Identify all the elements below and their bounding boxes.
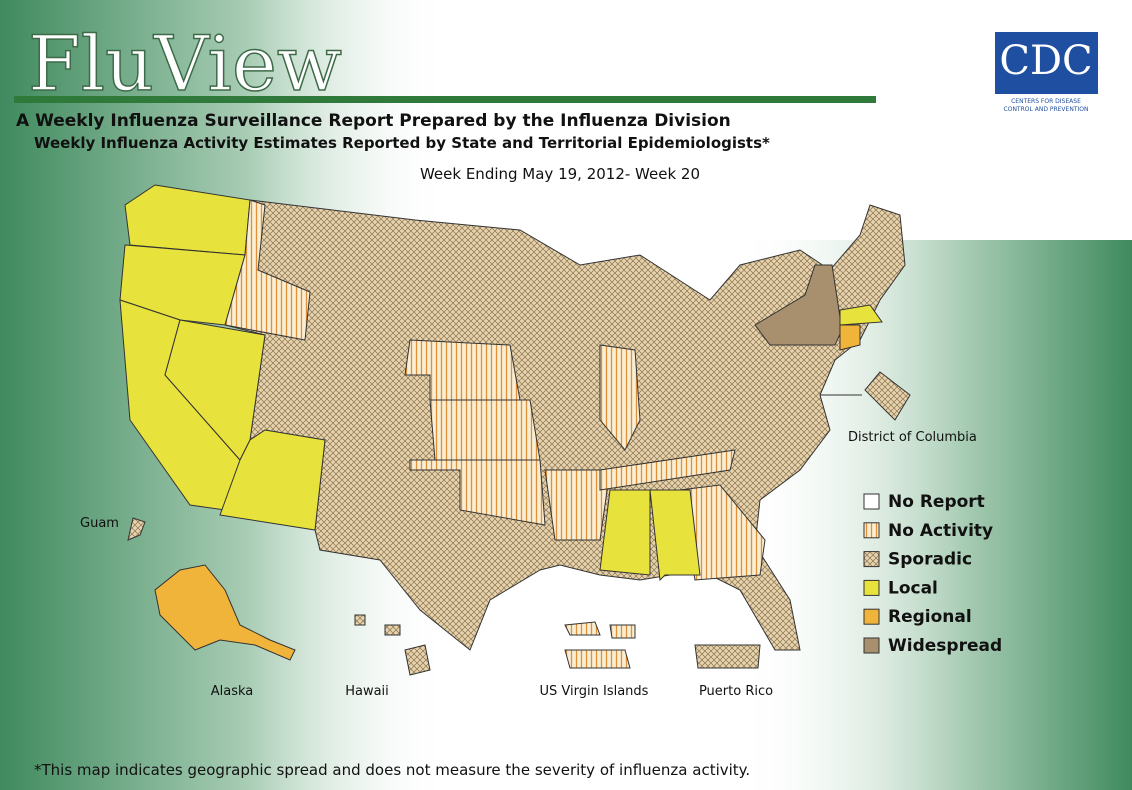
- legend-label: No Activity: [888, 521, 993, 541]
- footnote: *This map indicates geographic spread an…: [34, 761, 750, 779]
- legend-label: Regional: [888, 607, 972, 627]
- report-title: A Weekly Influenza Surveillance Report P…: [16, 111, 731, 131]
- map-labels: District of Columbia Guam Alaska Hawaii US V…: [80, 430, 977, 699]
- legend-swatch: [863, 637, 880, 654]
- connecticut: [839, 324, 861, 351]
- report-subtitle: Weekly Influenza Activity Estimates Repo…: [34, 134, 770, 152]
- week-label: Week Ending May 19, 2012- Week 20: [420, 165, 700, 183]
- cdc-logo: [995, 32, 1098, 94]
- tennessee: [599, 449, 736, 491]
- map-label: Puerto Rico: [699, 684, 773, 699]
- virgin-islands: [564, 621, 601, 636]
- legend-label: Sporadic: [888, 550, 972, 570]
- us-map: [119, 184, 911, 676]
- cdc-tagline: CONTROL AND PREVENTION: [1004, 106, 1089, 113]
- oklahoma: [409, 459, 546, 526]
- title-bar: [14, 96, 876, 103]
- new-york: [754, 264, 843, 346]
- kansas: [429, 399, 541, 461]
- idaho: [224, 199, 311, 341]
- cdc-logo-text: CDC: [999, 38, 1092, 84]
- alabama: [649, 489, 701, 582]
- guam: [127, 517, 146, 541]
- map-label: Alaska: [211, 684, 254, 699]
- virgin-islands: [564, 649, 631, 669]
- legend-swatch: [863, 608, 880, 625]
- arizona: [219, 429, 326, 531]
- dc-inset: [864, 371, 911, 421]
- hawaii: [354, 614, 366, 626]
- virgin-islands: [609, 624, 636, 639]
- illinois: [599, 344, 641, 451]
- massachusetts: [839, 304, 883, 326]
- map-label: District of Columbia: [848, 430, 977, 445]
- legend-label: Widespread: [888, 636, 1002, 656]
- legend-swatch: [863, 551, 880, 568]
- map-label: Hawaii: [345, 684, 389, 699]
- arkansas: [544, 469, 611, 541]
- legend-label: Local: [888, 578, 938, 598]
- mississippi: [599, 489, 651, 576]
- legend-label: No Report: [888, 492, 985, 512]
- map-label: Guam: [80, 516, 119, 531]
- cdc-tagline: CENTERS FOR DISEASE: [1011, 98, 1081, 105]
- legend-swatch: [863, 493, 880, 510]
- alaska: [154, 564, 296, 661]
- oregon: [119, 244, 246, 326]
- map-label: US Virgin Islands: [540, 684, 649, 699]
- hawaii: [404, 644, 431, 676]
- legend: No Report No Activity Sporadic Local Regiona…: [863, 492, 1002, 656]
- fluview-title: FluView: [28, 19, 342, 108]
- legend-swatch: [863, 579, 880, 596]
- legend-swatch: [863, 522, 880, 539]
- hawaii: [384, 624, 401, 636]
- puerto-rico: [694, 644, 761, 669]
